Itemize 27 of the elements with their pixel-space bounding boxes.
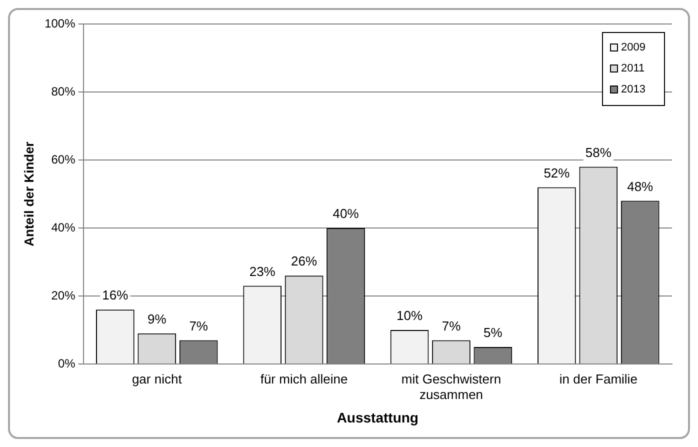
x-tick-label: gar nicht xyxy=(132,371,182,386)
data-label: 23% xyxy=(249,264,276,279)
data-label: 10% xyxy=(396,308,423,324)
x-tick-label: mit Geschwistern zusammen xyxy=(401,371,502,402)
data-label: 5% xyxy=(484,325,503,340)
legend-label: 2009 xyxy=(621,42,646,54)
data-label: 52% xyxy=(544,165,570,180)
x-tick-label: in der Familie xyxy=(559,371,638,386)
y-axis-title: Anteil der Kinder xyxy=(21,142,36,246)
data-label: 7% xyxy=(442,318,462,334)
legend-label: 2013 xyxy=(621,84,646,96)
data-label: 48% xyxy=(627,178,654,194)
data-label: 9% xyxy=(147,311,167,326)
y-tick-label: 80% xyxy=(51,84,76,98)
y-tick-label: 40% xyxy=(51,220,76,234)
data-label: 7% xyxy=(189,318,208,334)
y-tick-label: 60% xyxy=(51,152,76,166)
y-tick-label: 100% xyxy=(44,16,76,30)
y-tick-label: 20% xyxy=(51,288,76,302)
x-tick-label: für mich alleine xyxy=(260,371,348,386)
legend-label: 2011 xyxy=(621,62,645,75)
data-label: 40% xyxy=(332,206,360,222)
x-axis-title: Ausstattung xyxy=(336,409,418,426)
data-label: 58% xyxy=(585,144,612,160)
y-tick-label: 0% xyxy=(58,356,76,370)
data-label: 16% xyxy=(102,288,129,303)
data-label: 26% xyxy=(291,254,318,269)
